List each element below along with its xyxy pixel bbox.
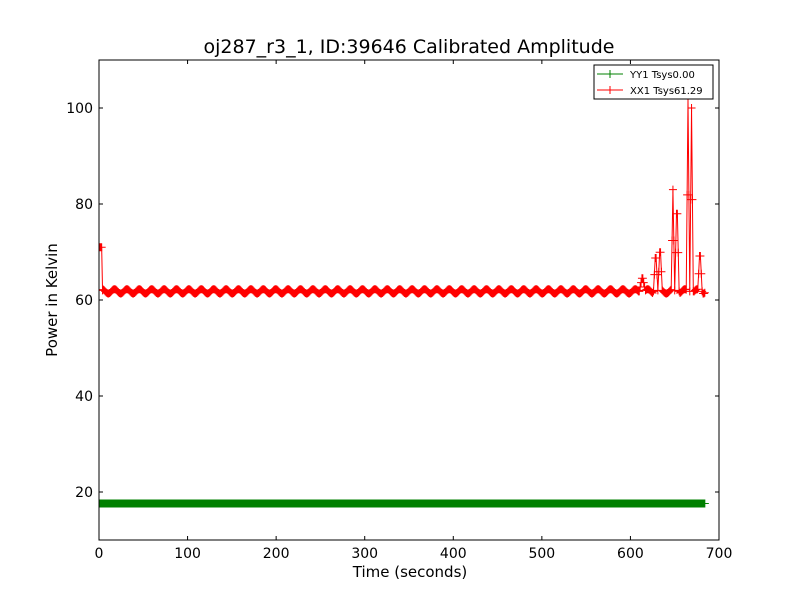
legend-entry-yy1: YY1 Tsys0.00 bbox=[597, 70, 695, 81]
x-axis-label: Time (seconds) bbox=[352, 563, 468, 581]
y-tick-label: 60 bbox=[75, 293, 93, 309]
chart-title: oj287_r3_1, ID:39646 Calibrated Amplitud… bbox=[204, 36, 615, 58]
series-layer bbox=[99, 94, 709, 508]
y-tick-label: 80 bbox=[75, 197, 93, 213]
y-tick-label: 40 bbox=[75, 389, 93, 405]
x-tick-label: 600 bbox=[617, 546, 644, 562]
y-axis-label: Power in Kelvin bbox=[43, 243, 61, 357]
x-tick-label: 100 bbox=[174, 546, 201, 562]
legend-frame bbox=[593, 64, 714, 100]
x-tick-label: 400 bbox=[440, 546, 467, 562]
series-xx1-markers bbox=[99, 94, 709, 298]
legend-entry-xx1: XX1 Tsys61.29 bbox=[597, 86, 703, 97]
legend-marker-xx1 bbox=[606, 86, 614, 94]
legend: YY1 Tsys0.00 XX1 Tsys61.29 bbox=[593, 64, 714, 100]
y-tick-label: 100 bbox=[66, 101, 93, 117]
x-tick-label: 0 bbox=[95, 546, 104, 562]
y-tick-label: 20 bbox=[75, 485, 93, 501]
series-yy1-markers bbox=[99, 499, 709, 508]
x-tick-label: 300 bbox=[351, 546, 378, 562]
legend-label-yy1: YY1 Tsys0.00 bbox=[629, 70, 695, 81]
x-tick-label: 200 bbox=[263, 546, 290, 562]
legend-marker-yy1 bbox=[606, 70, 614, 78]
axis-ticks: 0 100 200 300 400 500 600 700 20 40 60 80 100 bbox=[66, 60, 732, 562]
legend-label-xx1: XX1 Tsys61.29 bbox=[630, 86, 703, 97]
x-tick-label: 700 bbox=[706, 546, 733, 562]
x-tick-label: 500 bbox=[528, 546, 555, 562]
